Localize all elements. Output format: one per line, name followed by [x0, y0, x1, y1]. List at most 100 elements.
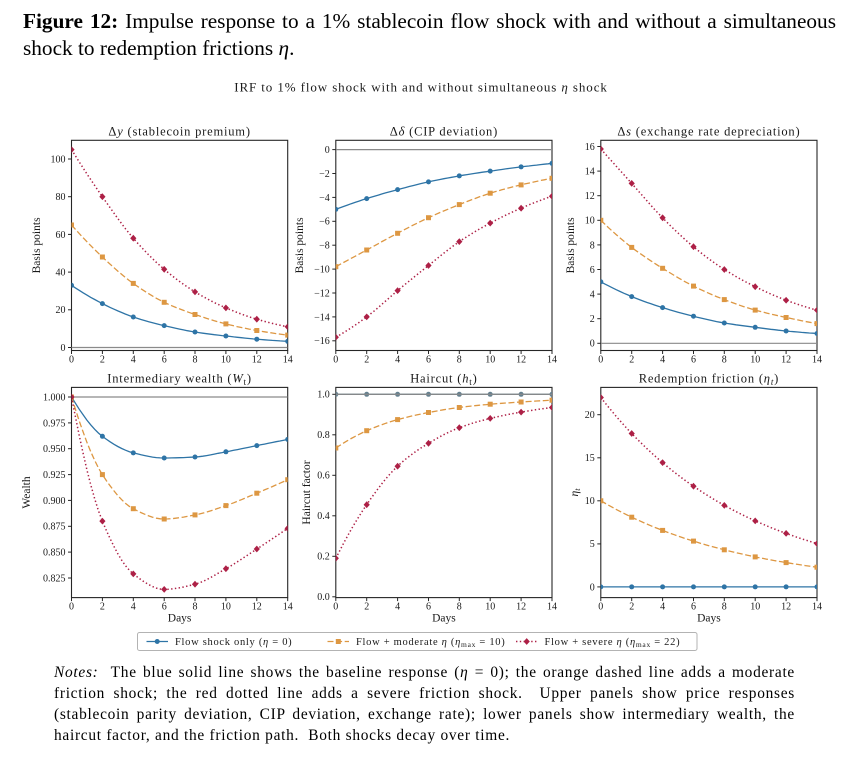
- svg-text:80: 80: [56, 192, 66, 203]
- svg-text:4: 4: [660, 602, 665, 613]
- svg-text:2: 2: [364, 602, 369, 613]
- svg-text:12: 12: [585, 191, 595, 202]
- svg-text:Redemption friction (ηt​): Redemption friction (ηt​): [639, 372, 779, 387]
- svg-text:Δδ (CIP deviation): Δδ (CIP deviation): [390, 125, 498, 139]
- svg-text:0: 0: [61, 343, 66, 354]
- svg-text:0: 0: [598, 355, 603, 366]
- svg-text:12: 12: [516, 602, 526, 613]
- svg-text:4: 4: [131, 355, 136, 366]
- svg-text:15: 15: [585, 453, 595, 464]
- svg-text:Days: Days: [697, 613, 721, 625]
- svg-text:0.2: 0.2: [317, 552, 330, 563]
- svg-text:14: 14: [283, 602, 293, 613]
- svg-text:20: 20: [585, 410, 595, 421]
- svg-text:4: 4: [131, 602, 136, 613]
- svg-text:14: 14: [547, 355, 557, 366]
- svg-text:6: 6: [426, 355, 431, 366]
- svg-text:0.0: 0.0: [317, 592, 330, 603]
- svg-text:10: 10: [750, 355, 760, 366]
- svg-text:Intermediary wealth (Wt​): Intermediary wealth (Wt​): [107, 372, 252, 387]
- svg-text:8: 8: [457, 602, 462, 613]
- svg-text:Haircut (ht​): Haircut (ht​): [410, 372, 477, 387]
- svg-text:6: 6: [691, 602, 696, 613]
- svg-text:0.950: 0.950: [43, 444, 66, 455]
- svg-text:5: 5: [590, 539, 595, 550]
- svg-text:4: 4: [660, 355, 665, 366]
- svg-text:40: 40: [56, 268, 66, 279]
- svg-text:0: 0: [69, 602, 74, 613]
- svg-text:16: 16: [585, 142, 595, 153]
- svg-text:Δs (exchange rate depreciation: Δs (exchange rate depreciation): [617, 125, 800, 139]
- svg-text:0: 0: [590, 582, 595, 593]
- svg-text:0.6: 0.6: [317, 471, 330, 482]
- svg-text:0: 0: [333, 355, 338, 366]
- svg-text:1.000: 1.000: [43, 392, 66, 403]
- svg-text:Haircut factor: Haircut factor: [301, 460, 313, 524]
- svg-text:6: 6: [590, 265, 595, 276]
- svg-text:10: 10: [750, 602, 760, 613]
- svg-text:2: 2: [364, 355, 369, 366]
- svg-text:10: 10: [485, 602, 495, 613]
- svg-text:Basis points: Basis points: [294, 217, 306, 273]
- svg-text:0.925: 0.925: [43, 470, 66, 481]
- svg-text:−2: −2: [319, 169, 330, 180]
- svg-text:0.850: 0.850: [43, 548, 66, 559]
- svg-text:−16: −16: [314, 336, 330, 347]
- svg-text:14: 14: [283, 355, 293, 366]
- svg-text:Flow + severe η (ηmax = 22): Flow + severe η (ηmax = 22): [545, 637, 681, 649]
- svg-text:0: 0: [590, 339, 595, 350]
- svg-text:Days: Days: [168, 613, 192, 625]
- svg-text:Wealth: Wealth: [21, 476, 33, 509]
- svg-text:−8: −8: [319, 241, 330, 252]
- svg-text:8: 8: [722, 355, 727, 366]
- svg-text:100: 100: [51, 154, 66, 165]
- svg-text:14: 14: [547, 602, 557, 613]
- svg-text:1.0: 1.0: [317, 390, 330, 401]
- svg-text:Flow + moderate η (ηmax = 10): Flow + moderate η (ηmax = 10): [356, 637, 505, 649]
- svg-text:0.900: 0.900: [43, 496, 66, 507]
- svg-text:4: 4: [395, 602, 400, 613]
- svg-text:14: 14: [812, 355, 822, 366]
- svg-text:6: 6: [162, 602, 167, 613]
- svg-text:6: 6: [162, 355, 167, 366]
- svg-text:14: 14: [585, 167, 595, 178]
- svg-text:Δy (stablecoin premium): Δy (stablecoin premium): [108, 125, 250, 139]
- svg-text:14: 14: [812, 602, 822, 613]
- svg-text:8: 8: [193, 602, 198, 613]
- svg-text:2: 2: [100, 602, 105, 613]
- svg-text:−10: −10: [314, 265, 330, 276]
- svg-text:−4: −4: [319, 193, 330, 204]
- svg-text:12: 12: [252, 602, 262, 613]
- svg-text:10: 10: [585, 216, 595, 227]
- svg-text:4: 4: [395, 355, 400, 366]
- svg-text:IRF to 1% flow shock with and: IRF to 1% flow shock with and without si…: [234, 79, 608, 94]
- svg-text:20: 20: [56, 305, 66, 316]
- svg-text:8: 8: [722, 602, 727, 613]
- svg-text:0.4: 0.4: [317, 511, 330, 522]
- svg-text:0.875: 0.875: [43, 522, 66, 533]
- svg-text:Basis points: Basis points: [31, 217, 43, 273]
- svg-text:0: 0: [69, 355, 74, 366]
- svg-text:10: 10: [221, 602, 231, 613]
- svg-text:8: 8: [590, 240, 595, 251]
- svg-text:Days: Days: [432, 613, 456, 625]
- svg-text:0.975: 0.975: [43, 418, 66, 429]
- svg-text:12: 12: [781, 355, 791, 366]
- svg-text:Basis points: Basis points: [565, 217, 577, 273]
- svg-text:2: 2: [590, 314, 595, 325]
- svg-text:−12: −12: [314, 288, 330, 299]
- svg-text:2: 2: [100, 355, 105, 366]
- svg-text:8: 8: [193, 355, 198, 366]
- svg-text:12: 12: [516, 355, 526, 366]
- svg-text:6: 6: [426, 602, 431, 613]
- svg-text:0.8: 0.8: [317, 430, 330, 441]
- svg-text:0: 0: [598, 602, 603, 613]
- svg-text:60: 60: [56, 230, 66, 241]
- svg-text:12: 12: [781, 602, 791, 613]
- svg-text:−14: −14: [314, 312, 330, 323]
- svg-text:4: 4: [590, 290, 595, 301]
- svg-text:12: 12: [252, 355, 262, 366]
- svg-text:ηt: ηt: [569, 488, 582, 497]
- svg-text:0.825: 0.825: [43, 573, 66, 584]
- svg-text:10: 10: [485, 355, 495, 366]
